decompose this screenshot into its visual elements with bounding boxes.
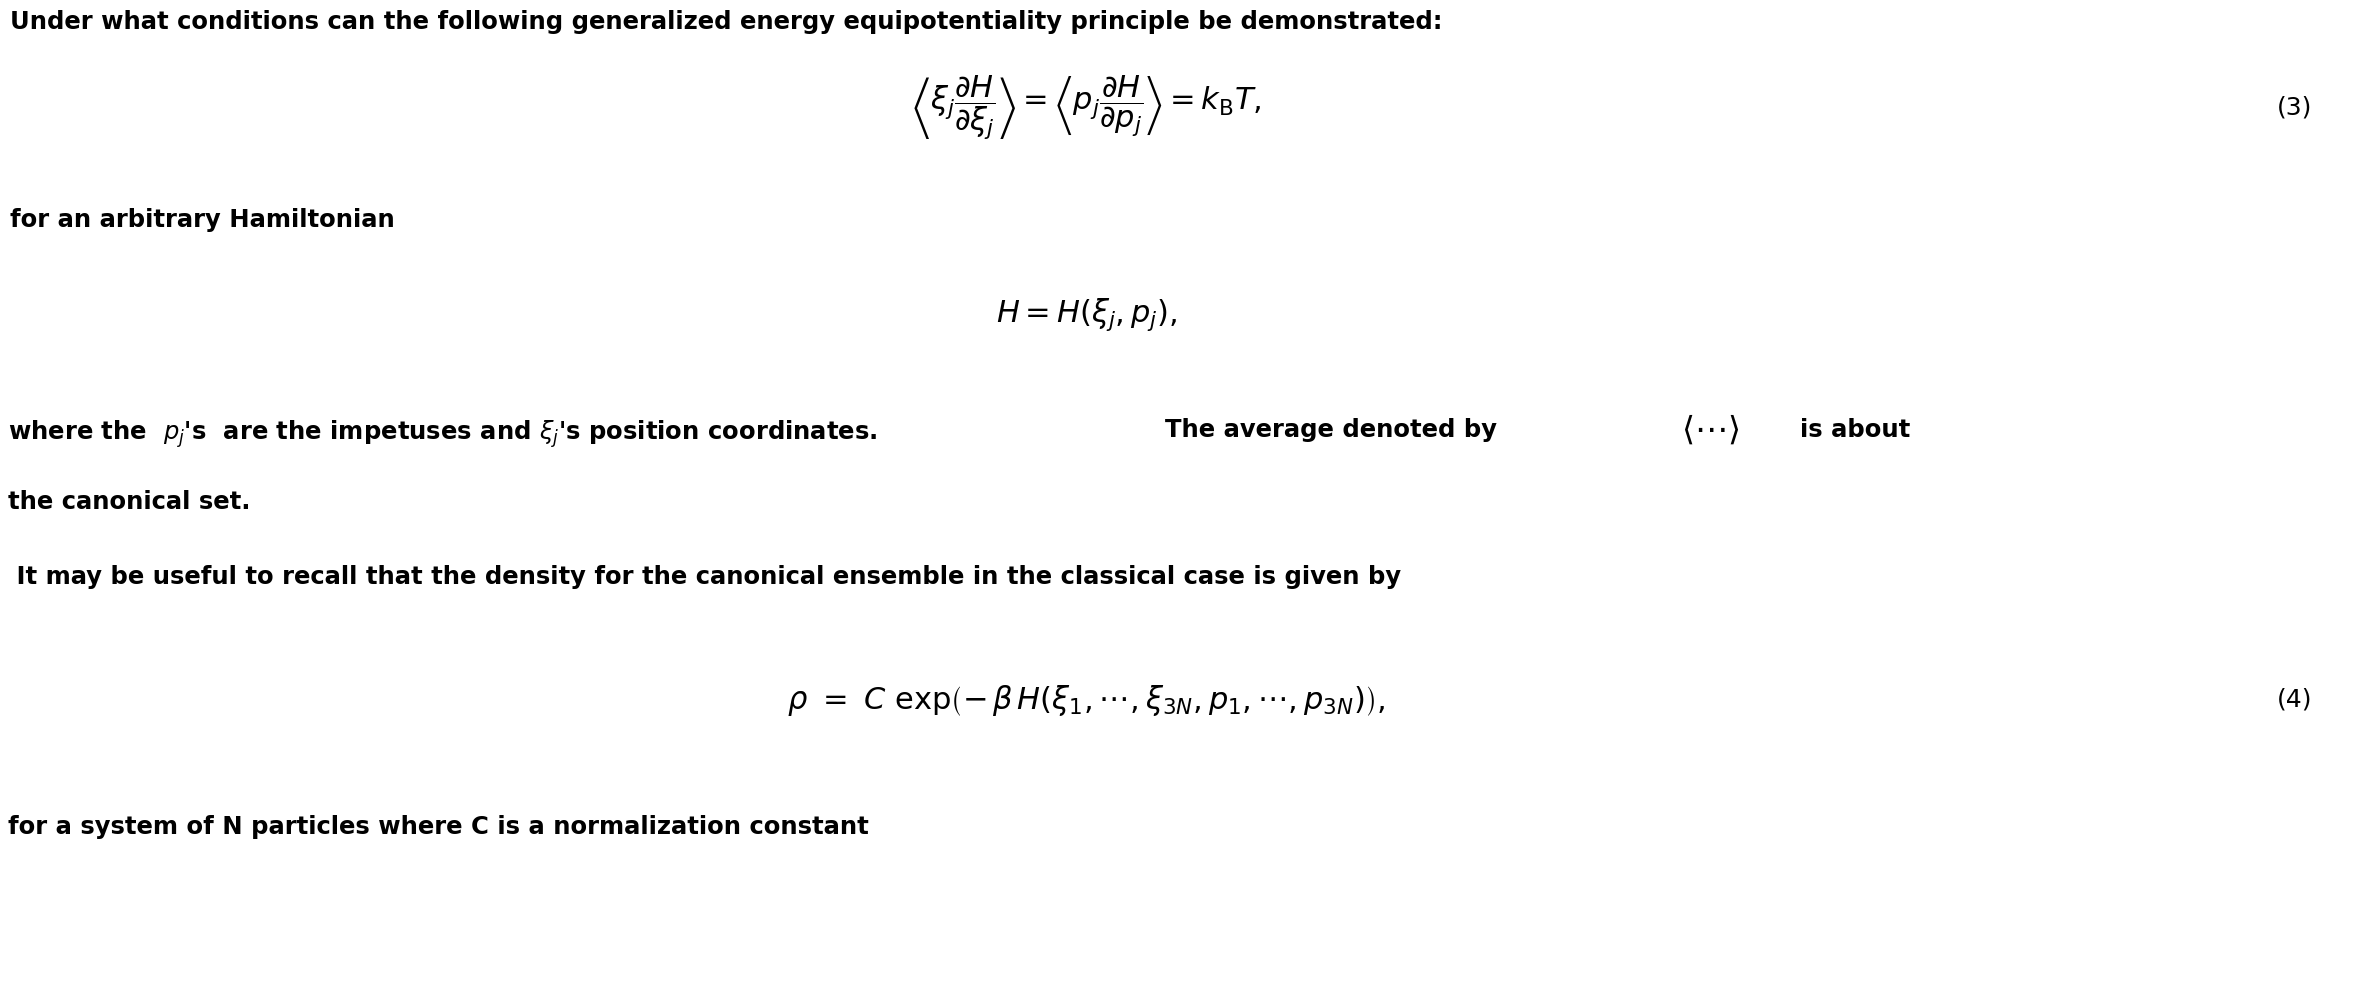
- Text: $\rho\ =\ C\ \exp\!\left(-\,\beta\, H(\xi_1,\cdots,\xi_{3N},p_1,\cdots,p_{3N})\r: $\rho\ =\ C\ \exp\!\left(-\,\beta\, H(\x…: [787, 682, 1386, 717]
- Text: (3): (3): [2277, 96, 2312, 120]
- Text: (4): (4): [2277, 688, 2312, 712]
- Text: $\left\langle \xi_j \dfrac{\partial H}{\partial \xi_j} \right\rangle = \left\lan: $\left\langle \xi_j \dfrac{\partial H}{\…: [912, 74, 1261, 142]
- Text: for a system of N particles where C is a normalization constant: for a system of N particles where C is a…: [7, 815, 869, 839]
- Text: $H = H(\xi_j, p_j),$: $H = H(\xi_j, p_j),$: [997, 297, 1176, 334]
- Text: Under what conditions can the following generalized energy equipotentiality prin: Under what conditions can the following …: [9, 10, 1443, 34]
- Text: where the  $p_j$'s  are the impetuses and $\xi_j$'s position coordinates.: where the $p_j$'s are the impetuses and …: [7, 418, 879, 450]
- Text: is about: is about: [1800, 418, 1911, 442]
- Text: the canonical set.: the canonical set.: [7, 490, 250, 514]
- Text: for an arbitrary Hamiltonian: for an arbitrary Hamiltonian: [9, 208, 394, 232]
- Text: $\left\langle \cdots \right\rangle$: $\left\langle \cdots \right\rangle$: [1682, 413, 1738, 446]
- Text: The average denoted by: The average denoted by: [1164, 418, 1498, 442]
- Text: It may be useful to recall that the density for the canonical ensemble in the cl: It may be useful to recall that the dens…: [7, 565, 1401, 589]
